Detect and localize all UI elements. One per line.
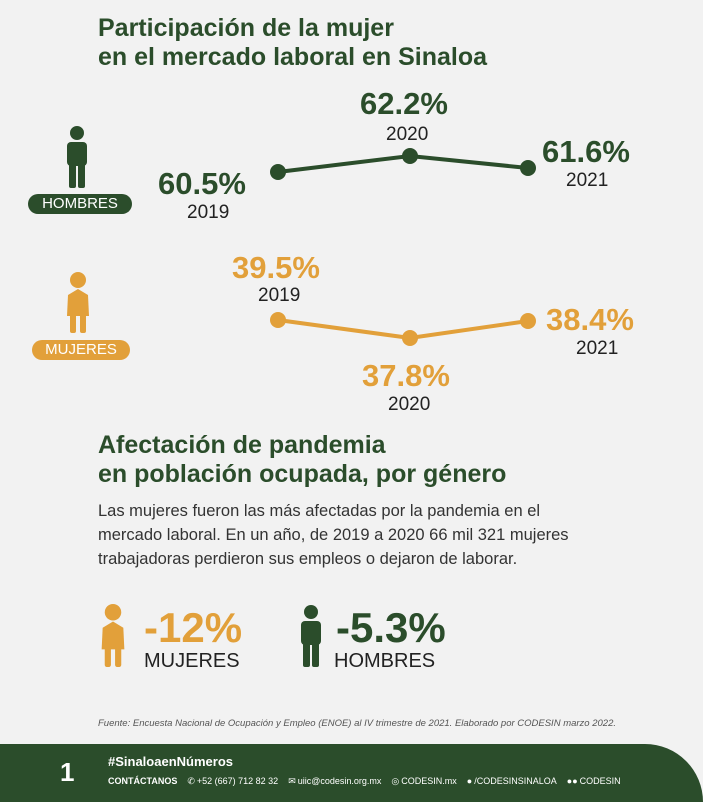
mujeres-point-2021	[520, 313, 536, 329]
section-body-line1: Las mujeres fueron las más afectadas por…	[98, 502, 541, 520]
hombres-pct-2019: 60.5%	[158, 166, 246, 201]
page-title-line1: Participación de la mujer	[98, 14, 394, 42]
page-title-line2: en el mercado laboral en Sinaloa	[98, 43, 488, 71]
hashtag: #SinaloaenNúmeros	[108, 754, 233, 769]
facebook[interactable]: /CODESINSINALOA	[474, 776, 557, 786]
mujeres-impact-pct: -12%	[144, 604, 243, 651]
hombres-year-2019: 2019	[187, 202, 230, 223]
email[interactable]: uiic@codesin.org.mx	[297, 776, 382, 786]
phone[interactable]: +52 (667) 712 82 32	[196, 776, 279, 786]
section-title-line2: en población ocupada, por género	[98, 460, 507, 488]
man-impact-icon	[301, 605, 321, 667]
hombres-point-2021	[520, 160, 536, 176]
hombres-pct-2020: 62.2%	[360, 86, 448, 121]
hombres-pct-2021: 61.6%	[542, 134, 630, 169]
hombres-year-2021: 2021	[566, 170, 609, 191]
email-icon: ✉	[288, 776, 296, 786]
woman-impact-icon	[101, 604, 125, 667]
contact-bar: CONTÁCTANOS ✆ +52 (667) 712 82 32 ✉ uiic@cod…	[108, 776, 631, 787]
mujeres-point-2019	[270, 312, 286, 328]
facebook-icon: ●	[466, 776, 473, 786]
mujeres-point-2020	[402, 330, 418, 346]
source-note: Fuente: Encuesta Nacional de Ocupación y…	[98, 718, 617, 729]
section-body-line2: mercado laboral. En un año, de 2019 a 20…	[98, 526, 569, 544]
section-body-line3: trabajadoras perdieron sus empleos o dej…	[98, 550, 518, 568]
hombres-point-2019	[270, 164, 286, 180]
web-icon: ◎	[391, 776, 400, 786]
mujeres-badge: MUJERES	[32, 340, 130, 360]
social-handle[interactable]: CODESIN	[579, 776, 621, 786]
participation-chart	[270, 148, 536, 346]
section-body: Las mujeres fueron las más afectadas por…	[98, 499, 569, 571]
contact-label: CONTÁCTANOS	[108, 776, 178, 786]
mujeres-pct-2020: 37.8%	[362, 358, 450, 393]
woman-icon	[67, 272, 89, 333]
social-icon: ●●	[566, 776, 578, 786]
mujeres-year-2019: 2019	[258, 285, 301, 306]
page-number: 1	[60, 757, 75, 787]
section-title: Afectación de pandemia en población ocup…	[98, 431, 506, 489]
hombres-impact-label: HOMBRES	[334, 650, 436, 672]
mujeres-pct-2021: 38.4%	[546, 302, 634, 337]
phone-icon: ✆	[187, 776, 195, 786]
hombres-badge: HOMBRES	[28, 194, 132, 214]
website[interactable]: CODESIN.mx	[401, 776, 457, 786]
page-title: Participación de la mujer en el mercado …	[98, 14, 487, 72]
section-title-line1: Afectación de pandemia	[98, 431, 386, 459]
hombres-impact-pct: -5.3%	[336, 604, 446, 651]
man-icon	[67, 126, 87, 188]
mujeres-impact-label: MUJERES	[144, 650, 240, 672]
hombres-year-2020: 2020	[386, 124, 429, 145]
footer: 1 #SinaloaenNúmeros CONTÁCTANOS ✆ +52 (667…	[0, 744, 703, 802]
hombres-point-2020	[402, 148, 418, 164]
mujeres-pct-2019: 39.5%	[232, 250, 320, 285]
mujeres-year-2021: 2021	[576, 338, 619, 359]
mujeres-year-2020: 2020	[388, 394, 431, 415]
